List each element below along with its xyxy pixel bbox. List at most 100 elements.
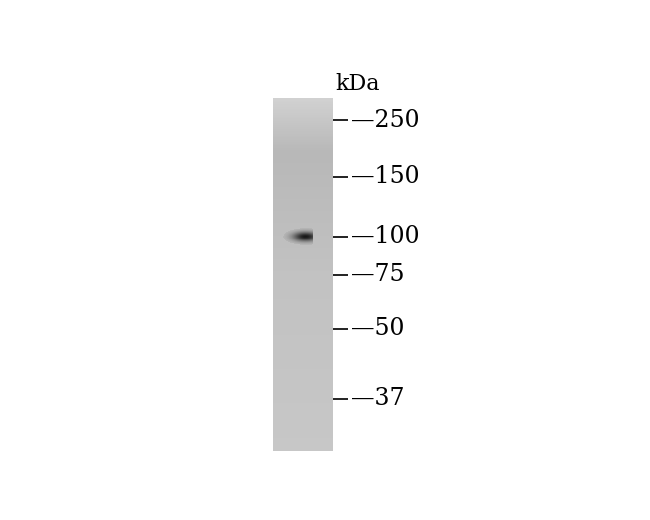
Bar [273,415,333,417]
Bar [273,192,333,193]
Bar [273,110,333,111]
Bar [273,223,333,224]
Bar [273,127,333,128]
Bar [273,304,333,305]
Text: —150: —150 [351,165,419,188]
Bar [273,413,333,414]
Bar [273,153,333,155]
Bar [273,182,333,183]
Bar [273,166,333,168]
Bar [273,400,333,401]
Bar [273,120,333,121]
Bar [273,141,333,142]
Bar [273,253,333,255]
Bar [273,448,333,450]
Text: —100: —100 [351,225,419,248]
Bar [273,382,333,383]
Bar [273,387,333,388]
Bar [273,129,333,130]
Bar [273,357,333,358]
Bar [273,251,333,252]
Bar [273,187,333,188]
Bar [273,257,333,258]
Bar [273,341,333,342]
Bar [273,163,333,164]
Bar [273,450,333,451]
Bar [273,115,333,116]
Bar [273,424,333,425]
Bar [273,447,333,448]
Bar [273,105,333,106]
Bar [273,117,333,119]
Bar [273,407,333,409]
Bar [273,317,333,318]
Bar [273,444,333,445]
Bar [273,288,333,289]
Bar [273,248,333,249]
Bar [273,373,333,374]
Bar [273,244,333,245]
Bar [273,124,333,125]
Bar [273,291,333,292]
Bar [273,128,333,129]
Bar [273,298,333,300]
Bar [273,173,333,174]
Bar [273,151,333,152]
Bar [273,185,333,187]
Bar [273,235,333,236]
Bar [273,198,333,200]
Bar [273,434,333,436]
Bar [273,250,333,251]
Bar [273,135,333,136]
Bar [273,309,333,310]
Bar [273,301,333,302]
Bar [273,294,333,296]
Bar [273,336,333,337]
Bar [273,307,333,309]
Bar [273,100,333,101]
Bar [273,232,333,233]
Bar [273,409,333,410]
Bar [273,369,333,370]
Bar [273,114,333,115]
Bar [273,333,333,334]
Bar [273,231,333,232]
Bar [273,437,333,438]
Bar [273,377,333,378]
Bar [273,243,333,244]
Bar [273,446,333,447]
Bar [273,396,333,397]
Bar [273,420,333,421]
Bar [273,432,333,433]
Bar [273,169,333,170]
Bar [273,350,333,351]
Bar [273,323,333,324]
Bar [273,356,333,357]
Bar [273,394,333,396]
Bar [273,274,333,275]
Bar [273,209,333,210]
Bar [273,436,333,437]
Bar [273,445,333,446]
Bar [273,125,333,127]
Bar [273,265,333,266]
Bar [273,360,333,361]
Bar [273,433,333,434]
Bar [273,202,333,203]
Bar [273,237,333,238]
Bar [273,107,333,108]
Bar [273,348,333,350]
Bar [273,374,333,375]
Bar [273,421,333,423]
Bar [273,332,333,333]
Bar [273,324,333,325]
Bar [273,319,333,320]
Bar [273,98,333,100]
Bar [273,271,333,272]
Bar [273,174,333,175]
Text: —37: —37 [351,387,404,410]
Bar [273,303,333,304]
Bar [273,392,333,393]
Bar [273,314,333,315]
Bar [273,170,333,171]
